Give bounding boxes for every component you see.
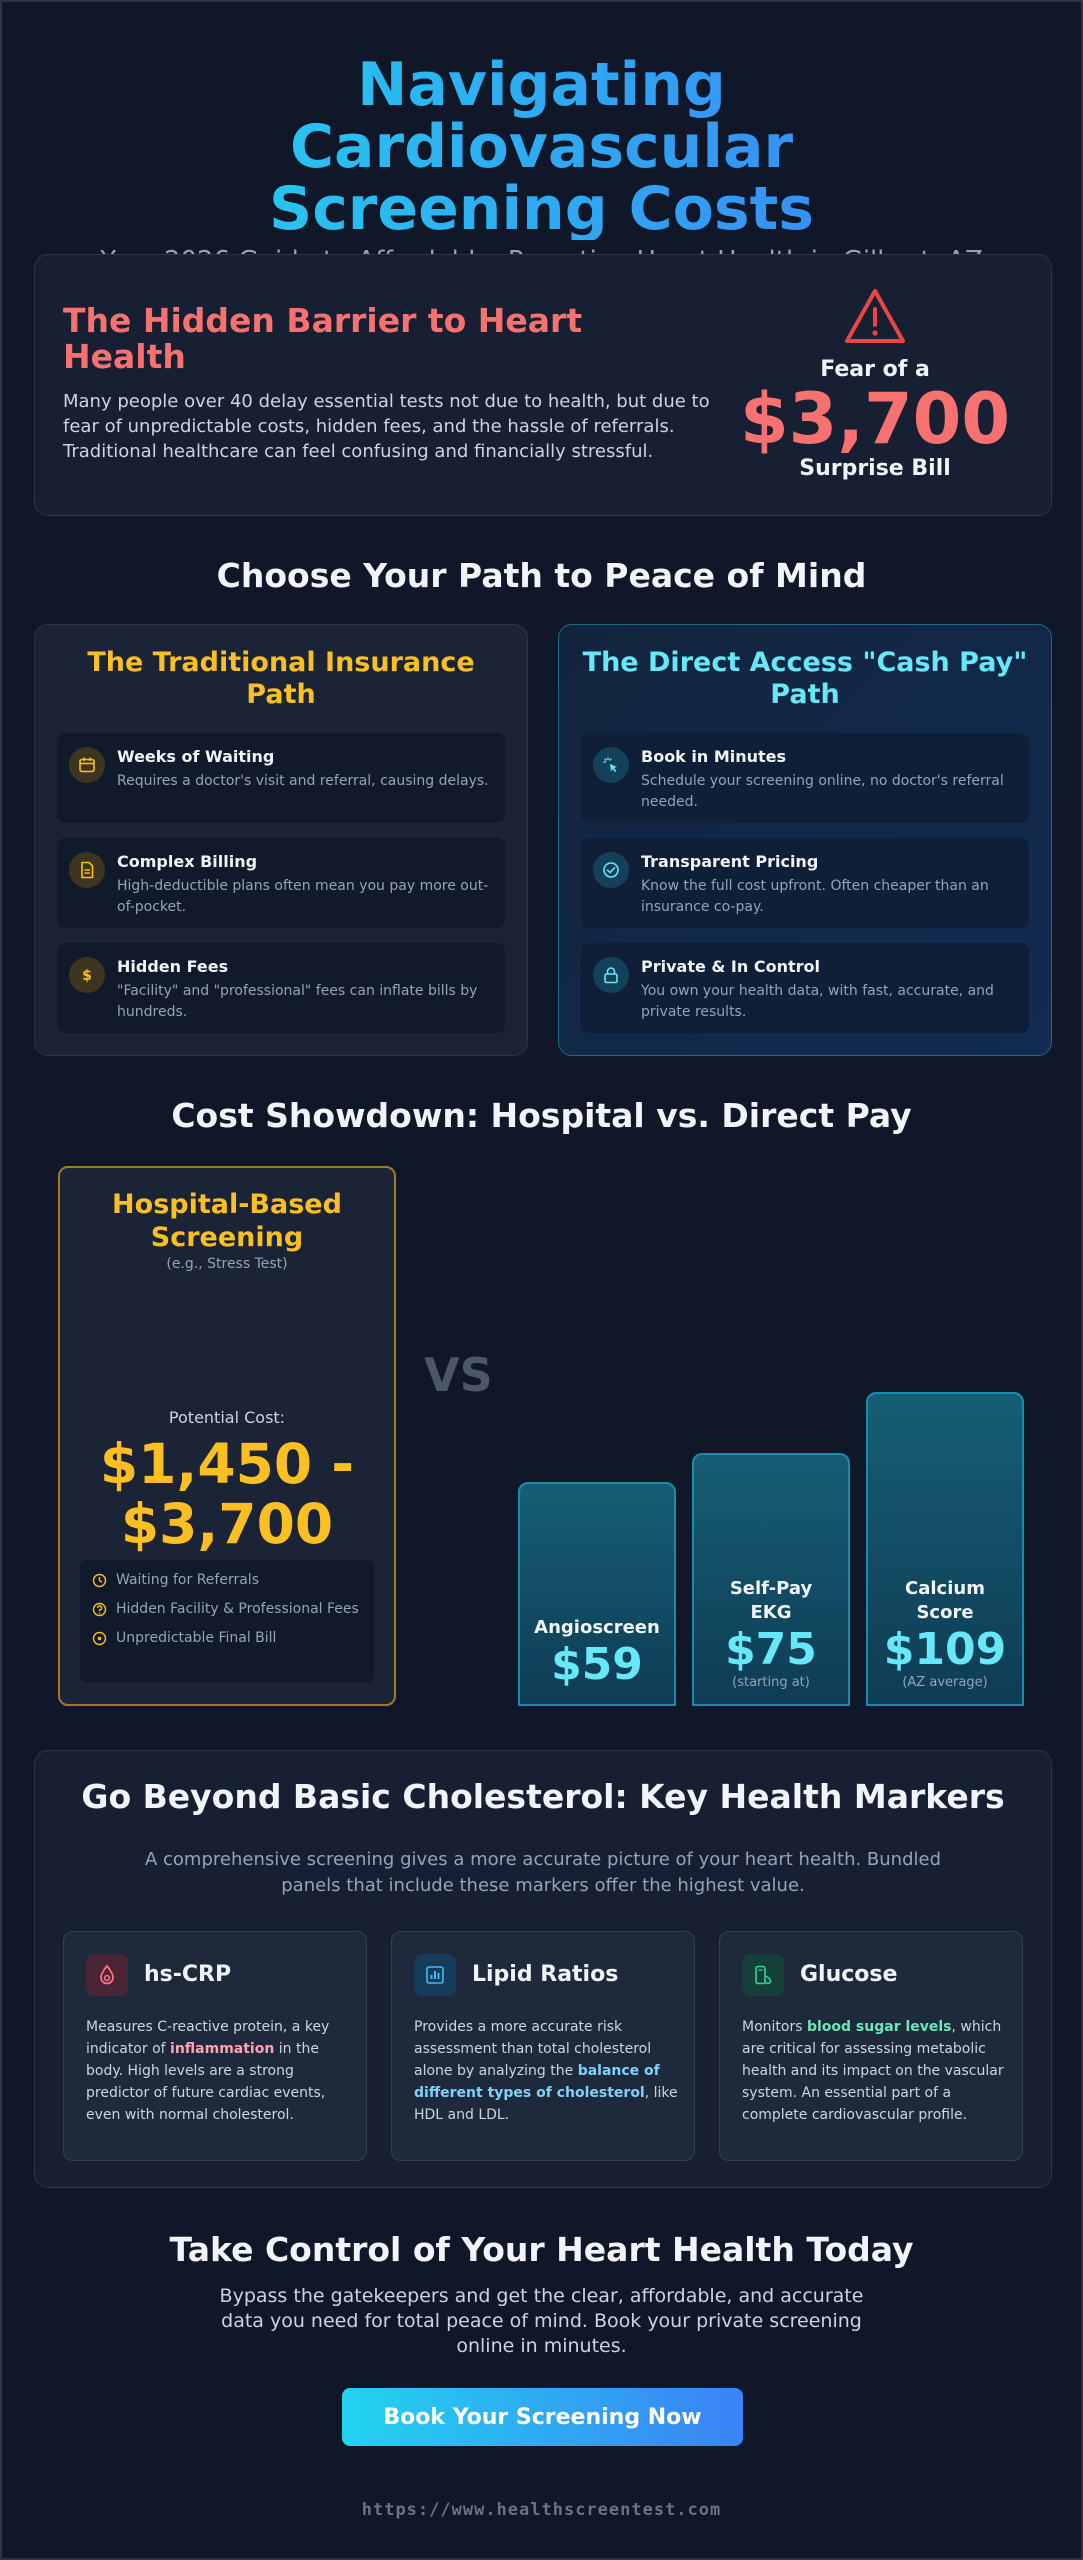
barrier-text: Many people over 40 delay essential test… [63, 391, 710, 462]
path-item-hidden-fees: $ Hidden Fees "Facility" and "profession… [57, 943, 505, 1033]
path-item-title: Complex Billing [117, 852, 258, 871]
path-item-title: Hidden Fees [117, 957, 229, 976]
marker-text-pre: Monitors [742, 2019, 807, 2035]
price-bar-value: $109 [883, 1624, 1007, 1675]
marker-card-lipid-ratios: Lipid Ratios Provides a more accurate ri… [391, 1931, 695, 2161]
showdown-heading: Cost Showdown: Hospital vs. Direct Pay [171, 1096, 912, 1135]
potential-cost-label: Potential Cost: [168, 1408, 286, 1427]
marker-text-pre: Provides a more accurate risk assessment… [414, 2019, 652, 2079]
marker-description: Provides a more accurate risk assessment… [414, 2016, 678, 2126]
hospital-subtitle: (e.g., Stress Test) [166, 1256, 288, 1272]
price-bar-label: Self-Pay EKG [729, 1577, 813, 1623]
path-item-desc: Schedule your screening online, no docto… [641, 773, 1004, 810]
list-item: Hidden Facility & Professional Fees [92, 1599, 362, 1620]
markers-title: Go Beyond Basic Cholesterol: Key Health … [81, 1777, 1005, 1816]
book-screening-button[interactable]: Book Your Screening Now [342, 2388, 743, 2446]
price-bar-calcium-score: Calcium Score $109 (AZ average) [866, 1392, 1024, 1706]
price-bar-value: $75 [725, 1623, 817, 1675]
dollar-circle-icon [92, 1631, 107, 1646]
bar-chart-icon [414, 1954, 456, 1996]
clock-icon [92, 1573, 107, 1588]
path-item-desc: High-deductible plans often mean you pay… [117, 878, 489, 915]
vs-label: VS [424, 1348, 493, 1402]
warning-triangle-icon [845, 289, 905, 343]
path-item-weeks-of-waiting: Weeks of Waiting Requires a doctor's vis… [57, 733, 505, 823]
document-icon [69, 852, 105, 888]
surprise-bill-callout: Fear of a $3,700 Surprise Bill [725, 287, 1025, 481]
svg-text:$: $ [82, 968, 92, 984]
marker-highlight: balance of different types of cholestero… [414, 2063, 660, 2101]
price-bar-note: (starting at) [732, 1674, 810, 1690]
barrier-title: The Hidden Barrier to Heart Health [63, 301, 583, 376]
click-icon [593, 747, 629, 783]
list-item-text: Waiting for Referrals [116, 1572, 259, 1588]
check-circle-icon [593, 852, 629, 888]
footer-url[interactable]: https://www.healthscreentest.com [361, 2500, 722, 2520]
traditional-path-title: The Traditional Insurance Path [87, 647, 475, 710]
lock-icon [593, 957, 629, 993]
price-bar-note: (AZ average) [902, 1675, 988, 1690]
path-item-title: Book in Minutes [641, 747, 787, 766]
hospital-drawbacks-list: Waiting for Referrals Hidden Facility & … [80, 1560, 374, 1682]
marker-text-post: , like HDL and LDL. [414, 2085, 678, 2123]
path-item-desc: You own your health data, with fast, acc… [641, 983, 994, 1020]
glucose-meter-icon [742, 1954, 784, 1996]
price-bar-self-pay-ekg: Self-Pay EKG $75 (starting at) [692, 1453, 850, 1706]
list-item: Waiting for Referrals [92, 1570, 362, 1591]
page-title: Navigating Cardiovascular Screening Cost… [112, 54, 972, 240]
marker-text-pre: Measures C-reactive protein, a key indic… [86, 2019, 330, 2057]
traditional-path-card: The Traditional Insurance Path Weeks of … [34, 624, 528, 1056]
price-bar-value: $59 [551, 1639, 643, 1690]
path-item-transparent-pricing: Transparent Pricing Know the full cost u… [581, 838, 1029, 928]
fear-amount: $3,700 [739, 378, 1011, 460]
path-item-desc: "Facility" and "professional" fees can i… [117, 983, 478, 1020]
hospital-title: Hospital-Based Screening [112, 1189, 342, 1253]
hidden-barrier-card: The Hidden Barrier to Heart Health Many … [34, 254, 1052, 516]
calendar-icon [69, 747, 105, 783]
marker-card-glucose: Glucose Monitors blood sugar levels, whi… [719, 1931, 1023, 2161]
marker-description: Measures C-reactive protein, a key indic… [86, 2016, 350, 2126]
list-item-text: Unpredictable Final Bill [116, 1630, 277, 1646]
path-item-private-in-control: Private & In Control You own your health… [581, 943, 1029, 1033]
list-item-text: Hidden Facility & Professional Fees [116, 1601, 359, 1617]
hospital-cost-amount: $1,450 - $3,700 [99, 1432, 355, 1556]
markers-intro: A comprehensive screening gives a more a… [144, 1849, 942, 1896]
path-item-complex-billing: Complex Billing High-deductible plans of… [57, 838, 505, 928]
direct-path-title: The Direct Access "Cash Pay" Path [582, 647, 1028, 710]
marker-description: Monitors blood sugar levels, which are c… [742, 2016, 1006, 2126]
price-bar-label: Angioscreen [534, 1617, 660, 1638]
paths-heading: Choose Your Path to Peace of Mind [216, 556, 867, 595]
marker-highlight: blood sugar levels [806, 2019, 952, 2035]
path-item-book-in-minutes: Book in Minutes Schedule your screening … [581, 733, 1029, 823]
question-circle-icon [92, 1602, 107, 1617]
path-item-desc: Requires a doctor's visit and referral, … [117, 773, 489, 789]
health-markers-card: Go Beyond Basic Cholesterol: Key Health … [34, 1750, 1052, 2188]
marker-card-hs-crp: hs-CRP Measures C-reactive protein, a ke… [63, 1931, 367, 2161]
flame-drop-icon [86, 1954, 128, 1996]
marker-text-post: , which are critical for assessing metab… [742, 2019, 1004, 2123]
list-item: Unpredictable Final Bill [92, 1628, 362, 1649]
direct-path-card: The Direct Access "Cash Pay" Path Book i… [558, 624, 1052, 1056]
cta-title: Take Control of Your Heart Health Today [169, 2230, 914, 2269]
marker-title: Lipid Ratios [472, 1962, 619, 1987]
cta-text: Bypass the gatekeepers and get the clear… [219, 2285, 864, 2357]
dollar-icon: $ [69, 957, 105, 993]
fear-pre-text: Fear of a [820, 357, 930, 382]
path-item-title: Private & In Control [641, 957, 820, 976]
header: Navigating Cardiovascular Screening Cost… [2, 54, 1081, 276]
fear-post-text: Surprise Bill [799, 456, 951, 481]
marker-text-post: in the body. High levels are a strong pr… [86, 2041, 326, 2123]
price-bar-angioscreen: Angioscreen $59 [518, 1482, 676, 1706]
hospital-cost-card: Hospital-Based Screening (e.g., Stress T… [58, 1166, 396, 1706]
marker-highlight: inflammation [170, 2041, 275, 2057]
path-item-title: Transparent Pricing [641, 852, 819, 871]
path-item-desc: Know the full cost upfront. Often cheape… [641, 878, 989, 915]
marker-title: Glucose [800, 1962, 898, 1987]
marker-title: hs-CRP [144, 1962, 232, 1987]
price-bar-label: Calcium Score [905, 1578, 985, 1623]
path-item-title: Weeks of Waiting [117, 747, 275, 766]
